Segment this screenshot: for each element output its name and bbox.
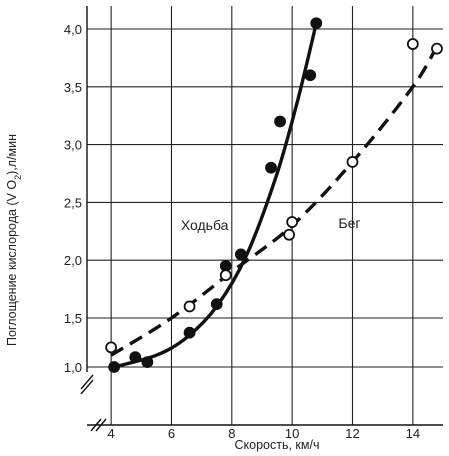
walking-data-point: [108, 361, 121, 373]
data-points: [105, 17, 443, 373]
axis-break-marks: [80, 374, 107, 432]
running-data-point: [346, 156, 359, 168]
walking-data-point: [234, 248, 247, 261]
running-data-point: [283, 228, 296, 241]
fitted-curves: [110, 22, 439, 369]
walking-curve: [113, 22, 318, 369]
running-label: Бег: [338, 215, 360, 231]
y-tick-label: 3,5: [64, 80, 82, 95]
annotations: Ходьба Бег: [181, 215, 361, 233]
walking-data-point: [129, 351, 142, 364]
running-data-point: [431, 42, 443, 55]
walking-data-point: [310, 17, 323, 30]
x-tick-label: 8: [228, 426, 235, 441]
walking-data-point: [265, 161, 277, 174]
walking-data-point: [141, 356, 154, 369]
walking-label: Ходьба: [181, 217, 229, 233]
y-tick-label: 1,5: [64, 311, 82, 326]
y-tick-label: 2,0: [64, 253, 82, 268]
y-axis-break-mark: [80, 374, 94, 390]
y-tick-label: 1,0: [64, 360, 82, 375]
axes: [80, 6, 443, 432]
walking-data-point: [183, 326, 196, 339]
grid: [87, 6, 443, 425]
y-axis-title-tail: ),л/мин: [5, 134, 19, 175]
running-data-point: [105, 341, 118, 354]
running-data-point: [219, 269, 232, 282]
y-axis-break-mark: [80, 379, 94, 395]
y-tick-label: 3,0: [64, 138, 82, 153]
walking-data-point: [274, 115, 286, 128]
walking-data-point: [304, 69, 317, 82]
x-tick-label: 14: [406, 426, 420, 441]
running-data-point: [406, 38, 419, 50]
y-axis-title-main: Поглощение кислорода (V O: [5, 180, 19, 346]
walking-data-point: [210, 298, 223, 311]
x-axis-break-mark: [90, 418, 102, 432]
y-axis-title: Поглощение кислорода (V O2),л/мин: [5, 134, 23, 346]
x-tick-label: 4: [108, 426, 115, 441]
x-tick-label: 6: [168, 426, 175, 441]
running-data-point: [183, 300, 196, 313]
x-tick-label: 12: [345, 426, 359, 441]
tick-labels: 4 6 8 10 12 14 1,0 1,5 2,0 2,5 3,0 3,5 4,0: [64, 22, 420, 441]
running-data-point: [286, 216, 299, 228]
running-curve: [110, 45, 439, 357]
x-axis-break-mark: [95, 418, 107, 432]
x-tick-label: 10: [285, 426, 299, 441]
y-tick-label: 4,0: [64, 22, 82, 37]
y-tick-label: 2,5: [64, 195, 82, 210]
x-axis-title: Скорость, км/ч: [235, 438, 320, 452]
y-axis-title-subscript: 2: [13, 175, 23, 180]
